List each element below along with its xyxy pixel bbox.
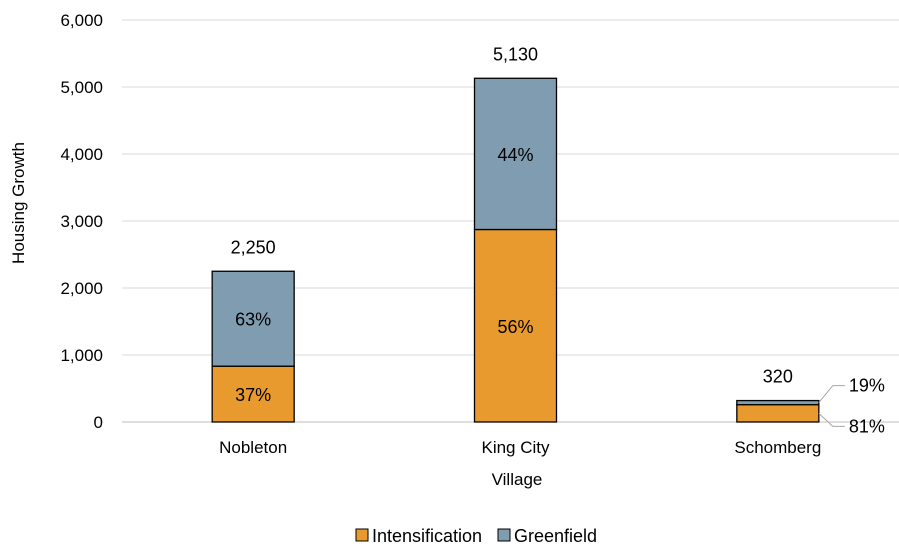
y-axis-ticks: 0 1,000 2,000 3,000 4,000 5,000 6,000	[60, 11, 103, 432]
total-label: 5,130	[493, 44, 538, 64]
segment-label: 56%	[497, 317, 533, 337]
bar-segment-intensification	[211, 365, 295, 423]
y-tick-label: 0	[94, 413, 103, 432]
legend: Intensification Greenfield	[355, 526, 597, 546]
segment-label: 63%	[235, 310, 271, 330]
segment-label: 44%	[497, 145, 533, 165]
y-axis-title: Housing Growth	[9, 142, 28, 264]
y-tick-label: 3,000	[60, 212, 103, 231]
bars: 37% 63% 2,250 56% 44% 5,130 81% 19% 320	[211, 44, 885, 436]
bar-segment-greenfield	[211, 270, 295, 367]
total-label: 320	[763, 367, 793, 387]
x-axis-ticks: Nobleton King City Schomberg	[219, 438, 821, 457]
segment-label: 81%	[849, 416, 885, 436]
bar-segment-intensification	[473, 228, 558, 423]
bar-segment-greenfield	[736, 399, 820, 406]
legend-label-greenfield: Greenfield	[514, 526, 597, 546]
x-tick-label: King City	[481, 438, 550, 457]
callout-leader-line	[818, 412, 845, 427]
y-tick-label: 6,000	[60, 11, 103, 30]
legend-label-intensification: Intensification	[372, 526, 482, 546]
legend-swatch-intensification	[355, 528, 369, 542]
callout-leader-line	[818, 385, 845, 403]
x-tick-label: Nobleton	[219, 438, 287, 457]
bar-segment-greenfield	[473, 77, 558, 231]
legend-swatch-greenfield	[497, 528, 511, 542]
bar-segment-intensification	[736, 403, 820, 423]
segment-label: 19%	[849, 376, 885, 396]
total-label: 2,250	[231, 237, 276, 257]
y-tick-label: 2,000	[60, 279, 103, 298]
y-tick-label: 5,000	[60, 78, 103, 97]
x-tick-label: Schomberg	[734, 438, 821, 457]
y-tick-label: 4,000	[60, 145, 103, 164]
x-axis-title: Village	[492, 470, 543, 489]
segment-label: 37%	[235, 385, 271, 405]
y-tick-label: 1,000	[60, 346, 103, 365]
